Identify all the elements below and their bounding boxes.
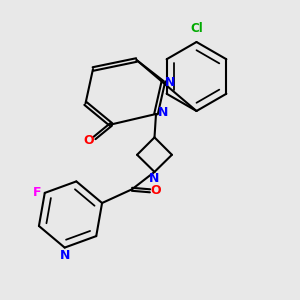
Text: N: N xyxy=(165,76,175,89)
Text: N: N xyxy=(59,249,70,262)
Text: O: O xyxy=(151,184,161,197)
Text: N: N xyxy=(158,106,168,119)
Text: F: F xyxy=(33,186,41,200)
Text: O: O xyxy=(84,134,94,147)
Text: Cl: Cl xyxy=(190,22,203,34)
Text: N: N xyxy=(149,172,160,185)
